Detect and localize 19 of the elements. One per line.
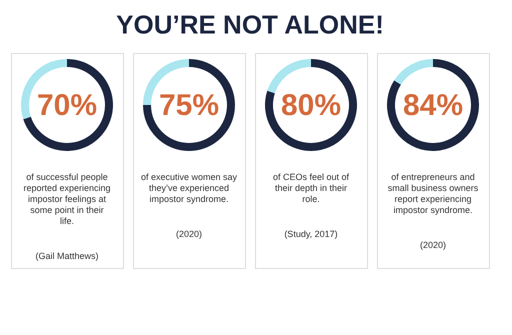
- data-label: 75%: [158, 89, 220, 122]
- text: of entrepreneurs and small business owners report experiencing impostor syndrome.: [388, 172, 479, 215]
- donut-slice: [394, 59, 433, 85]
- data-label: 80%: [280, 89, 342, 122]
- data-label: 70%: [36, 89, 98, 122]
- donut-slice: [265, 59, 357, 151]
- text: of executive women say they’ve experienced impostor syndrome.: [140, 172, 238, 204]
- donut-slice: [23, 59, 113, 151]
- text: (Study, 2017): [284, 229, 338, 239]
- text: YOU’RE NOT ALONE!: [116, 10, 384, 40]
- donut-slice: [267, 59, 311, 94]
- text: (Gail Matthews): [35, 251, 99, 261]
- text: of CEOs feel out of their depth in their role.: [272, 172, 350, 204]
- data-label: 84%: [402, 89, 464, 122]
- text: (2020): [420, 240, 446, 250]
- text: of successful people reported experiencing impostor feelings at some point in their life.: [23, 172, 111, 226]
- donut-slice: [143, 59, 235, 151]
- text: (2020): [176, 229, 202, 239]
- donut-slice: [387, 59, 479, 151]
